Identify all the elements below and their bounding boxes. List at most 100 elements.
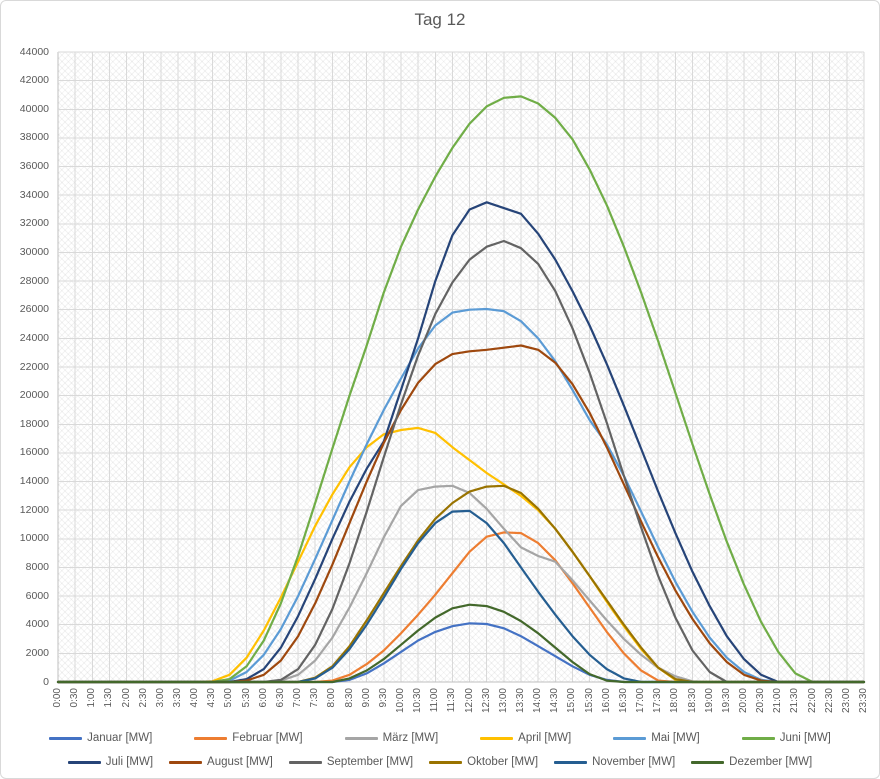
legend-item-september[interactable]: September [MW] bbox=[288, 756, 414, 768]
x-tick-label: 14:30 bbox=[549, 688, 561, 714]
x-tick-label: 18:30 bbox=[686, 688, 698, 714]
x-tick-label: 2:00 bbox=[120, 688, 132, 708]
x-tick-label: 17:30 bbox=[652, 688, 664, 714]
y-tick-label: 24000 bbox=[19, 331, 49, 344]
x-tick-label: 18:00 bbox=[669, 688, 681, 714]
y-tick-label: 6000 bbox=[25, 589, 49, 602]
x-tick-label: 16:30 bbox=[617, 688, 629, 714]
y-tick-label: 44000 bbox=[19, 45, 49, 58]
y-tick-label: 32000 bbox=[19, 217, 49, 230]
legend-item-oktober[interactable]: Oktober [MW] bbox=[429, 756, 538, 768]
legend-line-swatch bbox=[288, 760, 322, 764]
x-tick-label: 15:00 bbox=[566, 688, 578, 714]
y-tick-label: 30000 bbox=[19, 245, 49, 258]
x-tick-label: 7:30 bbox=[309, 688, 321, 708]
legend-item-april[interactable]: April [MW] bbox=[480, 732, 571, 744]
x-tick-label: 10:00 bbox=[394, 688, 406, 714]
x-tick-label: 3:30 bbox=[172, 688, 184, 708]
y-tick-label: 18000 bbox=[19, 417, 49, 430]
x-tick-label: 3:00 bbox=[154, 688, 166, 708]
x-tick-label: 0:00 bbox=[52, 688, 63, 708]
x-tick-label: 9:00 bbox=[360, 688, 372, 708]
series-line-juli-mw bbox=[56, 201, 866, 684]
series-line-september-mw bbox=[56, 239, 866, 684]
y-tick-label: 12000 bbox=[19, 503, 49, 516]
legend-line-swatch bbox=[67, 760, 101, 764]
legend-item-mai[interactable]: Mai [MW] bbox=[613, 732, 700, 744]
y-tick-label: 14000 bbox=[19, 475, 49, 488]
legend-line-swatch bbox=[554, 760, 588, 764]
x-tick-label: 12:30 bbox=[480, 688, 492, 714]
legend-item-juli[interactable]: Juli [MW] bbox=[67, 756, 153, 768]
x-tick-label: 1:30 bbox=[103, 688, 115, 708]
series-line-dezember-mw bbox=[56, 603, 866, 684]
legend-label: Mai [MW] bbox=[651, 732, 700, 744]
x-tick-label: 22:30 bbox=[823, 688, 835, 714]
legend-row-1: Januar [MW] Februar [MW] März [MW] April [M… bbox=[1, 727, 879, 749]
legend-line-swatch bbox=[344, 736, 378, 740]
y-tick-label: 36000 bbox=[19, 160, 49, 173]
x-tick-label: 20:00 bbox=[737, 688, 749, 714]
legend-item-august[interactable]: August [MW] bbox=[169, 756, 273, 768]
y-tick-label: 38000 bbox=[19, 131, 49, 144]
legend-line-swatch bbox=[741, 736, 775, 740]
x-tick-label: 5:30 bbox=[240, 688, 252, 708]
legend-label: April [MW] bbox=[518, 732, 572, 744]
x-tick-label: 22:00 bbox=[806, 688, 818, 714]
series-line-mai-mw bbox=[56, 307, 866, 684]
y-tick-label: 16000 bbox=[19, 446, 49, 459]
legend-label: Oktober [MW] bbox=[467, 756, 539, 768]
x-tick-label: 13:30 bbox=[515, 688, 527, 714]
legend-label: Dezember [MW] bbox=[729, 756, 813, 768]
x-tick-label: 17:00 bbox=[635, 688, 647, 714]
chart-title: Tag 12 bbox=[414, 10, 466, 29]
legend-label: September [MW] bbox=[326, 756, 414, 768]
legend-item-dezember[interactable]: Dezember [MW] bbox=[691, 756, 812, 768]
plot-area bbox=[56, 51, 866, 684]
x-tick-label: 23:30 bbox=[858, 688, 869, 714]
x-tick-label: 14:00 bbox=[532, 688, 544, 714]
x-tick-label: 21:30 bbox=[789, 688, 801, 714]
legend-item-februar[interactable]: Februar [MW] bbox=[194, 732, 303, 744]
x-tick-label: 21:00 bbox=[772, 688, 784, 714]
legend-item-november[interactable]: November [MW] bbox=[554, 756, 675, 768]
legend-label: März [MW] bbox=[382, 732, 439, 744]
x-tick-label: 4:00 bbox=[189, 688, 201, 708]
x-tick-label: 7:00 bbox=[292, 688, 304, 708]
x-tick-label: 13:00 bbox=[497, 688, 509, 714]
legend-label: Februar [MW] bbox=[232, 732, 303, 744]
x-tick-label: 20:30 bbox=[755, 688, 767, 714]
series-line-juni-mw bbox=[56, 95, 866, 684]
y-tick-label: 34000 bbox=[19, 188, 49, 201]
legend-item-januar[interactable]: Januar [MW] bbox=[49, 732, 152, 744]
plot-svg bbox=[56, 51, 866, 684]
x-tick-label: 19:30 bbox=[720, 688, 732, 714]
x-tick-label: 1:00 bbox=[86, 688, 98, 708]
legend-line-swatch bbox=[691, 760, 725, 764]
legend-item-juni[interactable]: Juni [MW] bbox=[741, 732, 831, 744]
legend-line-swatch bbox=[49, 736, 83, 740]
x-tick-label: 10:30 bbox=[412, 688, 424, 714]
series-line-april-mw bbox=[56, 426, 866, 684]
legend-row-2: Juli [MW] August [MW] September [MW] Oktobe… bbox=[1, 751, 879, 773]
y-tick-label: 22000 bbox=[19, 360, 49, 373]
legend-line-swatch bbox=[169, 760, 203, 764]
y-tick-label: 40000 bbox=[19, 102, 49, 115]
x-tick-label: 16:00 bbox=[600, 688, 612, 714]
legend-label: November [MW] bbox=[592, 756, 676, 768]
y-tick-label: 4000 bbox=[25, 618, 49, 631]
x-tick-label: 4:30 bbox=[206, 688, 218, 708]
y-tick-label: 42000 bbox=[19, 74, 49, 87]
x-tick-label: 9:30 bbox=[377, 688, 389, 708]
x-tick-label: 12:00 bbox=[463, 688, 475, 714]
y-tick-label: 26000 bbox=[19, 303, 49, 316]
x-tick-label: 11:00 bbox=[429, 688, 441, 713]
x-tick-label: 19:00 bbox=[703, 688, 715, 714]
y-tick-label: 28000 bbox=[19, 274, 49, 287]
x-tick-label: 8:30 bbox=[343, 688, 355, 708]
y-tick-label: 8000 bbox=[25, 560, 49, 573]
y-tick-label: 20000 bbox=[19, 389, 49, 402]
legend-item-märz[interactable]: März [MW] bbox=[344, 732, 439, 744]
x-tick-label: 23:00 bbox=[840, 688, 852, 714]
